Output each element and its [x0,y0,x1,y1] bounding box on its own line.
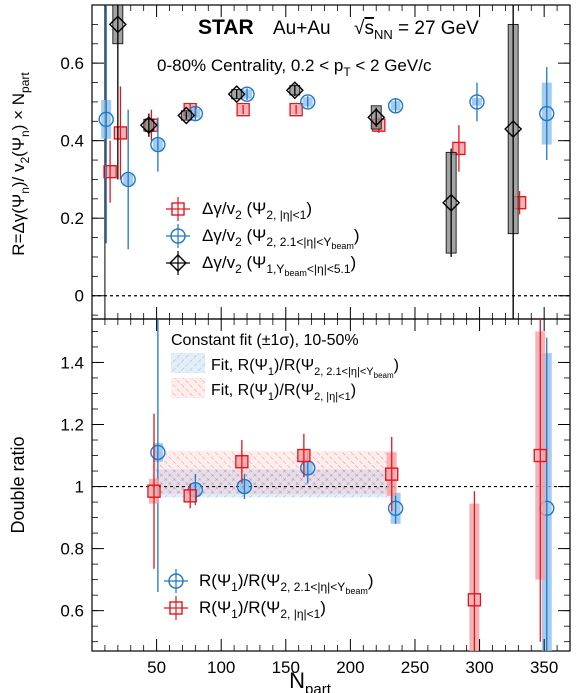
ytick-label-top-1: 0.2 [60,209,84,228]
data-point-top-0-0 [103,164,117,179]
ytick-label-bottom-0: 0.6 [60,602,84,621]
fit-title: Constant fit (±1σ), 10-50% [171,332,359,349]
data-point-top-1-1 [120,171,136,188]
legend-label-blue: Δγ/v2 (Ψ2, 2.1<|η|<Ybeam) [202,226,360,251]
data-point-bottom-0-4 [387,500,404,516]
energy-label: √sNN = 27 GeV [354,18,479,42]
ytick-label-top-0: 0 [75,287,84,306]
data-point-top-2-4 [285,81,304,100]
data-point-bottom-0-0 [150,444,166,461]
bottom-y-axis-title: Double ratio [8,436,28,533]
system-label: Au+Au [273,18,331,39]
data-point-top-1-2 [150,136,166,153]
xtick-label-2: 150 [272,658,300,677]
top-y-axis-title: R=Δγ(Ψn)/ v2(Ψn) × Npart [9,72,32,256]
data-point-top-2-3 [227,85,246,104]
data-point-top-0-7 [452,141,466,156]
xtick-label-5: 300 [465,658,493,677]
data-point-bottom-1-0 [147,484,161,498]
experiment-label: STAR [198,16,254,39]
ytick-label-bottom-1: 0.8 [60,540,84,559]
ytick-label-bottom-2: 1 [75,478,84,497]
data-point-top-2-0 [108,15,127,34]
data-point-top-1-6 [387,98,404,114]
bottom-legend: R(Ψ1)/R(Ψ2, 2.1<|η|<Ybeam) R(Ψ1)/R(Ψ2, |… [164,569,374,621]
leg-top-1-shape [171,202,185,216]
leg-bot-1-shape [168,573,184,589]
top-legend: Δγ/v2 (Ψ2, |η|<1) Δγ/v2 (Ψ2, 2.1<|η|<Ybe… [166,197,360,278]
fit-label-red: Fit, R(Ψ1)/R(Ψ2, |η|<1) [211,382,356,403]
leg-top-3-shape [169,254,187,272]
data-point-top-1-8 [539,105,555,122]
data-point-top-2-5 [367,108,386,127]
fit-swatch-red [171,378,205,398]
data-point-top-2-1 [139,116,158,135]
legend-marker-diamond-black [166,251,190,275]
data-point-top-0-5 [289,102,303,117]
legend-marker-square-red-bottom [164,596,188,620]
ytick-label-bottom-4: 1.4 [60,353,84,372]
fit-swatch-blue [171,353,205,373]
data-point-bottom-1-5 [467,593,482,607]
fit-legend: Constant fit (±1σ), 10-50% Fit, R(Ψ1)/R(… [171,332,399,403]
legend-label-red: Δγ/v2 (Ψ2, |η|<1) [202,199,312,222]
data-point-bottom-1-4 [385,467,399,481]
ytick-label-bottom-3: 1.2 [60,415,84,434]
bottom-panel-data [147,319,555,651]
data-point-bottom-1-6 [533,448,547,463]
ytick-label-top-3: 0.6 [60,54,84,73]
data-point-top-1-0 [98,111,114,128]
data-point-top-0-4 [236,102,250,117]
data-point-top-2-7 [504,120,523,139]
data-point-top-1-7 [469,94,485,110]
xtick-label-0: 50 [147,658,166,677]
bottom-panel-frame [91,318,571,652]
legend-label-ratio-red: R(Ψ1)/R(Ψ2, |η|<1) [199,598,326,621]
data-point-bottom-1-1 [183,489,197,503]
leg-bot-2-shape [169,601,183,615]
data-point-top-1-5 [300,94,316,110]
data-point-bottom-1-2 [235,455,249,469]
legend-label-ratio-blue: R(Ψ1)/R(Ψ2, 2.1<|η|<Ybeam) [199,571,374,596]
data-point-top-2-2 [177,106,196,125]
x-axis-title: Npart [289,668,332,693]
legend-label-black: Δγ/v2 (Ψ1,Ybeam<|η|<5.1) [202,253,356,278]
legend-marker-circle-blue-bottom [164,569,188,593]
data-point-top-2-6 [442,193,461,212]
legend-marker-square-red [166,197,190,221]
fit-label-blue: Fit, R(Ψ1)/R(Ψ2, 2.1<|η|<Ybeam) [211,357,399,380]
centrality-label: 0-80% Centrality, 0.2 < pT < 2 GeV/c [157,56,432,79]
data-point-bottom-1-3 [297,448,311,463]
leg-top-2-shape [170,228,186,244]
xtick-label-4: 250 [401,658,429,677]
xtick-label-1: 100 [207,658,235,677]
axes-ticks: 0 0.2 0.4 0.6 0.6 0.8 1 1.2 1.4 50 100 150 200 250 300… [60,5,571,677]
xtick-label-6: 350 [530,658,558,677]
ytick-label-top-2: 0.4 [60,132,84,151]
data-point-top-0-1 [113,126,128,140]
legend-marker-circle-blue [166,224,190,248]
top-panel-data [98,5,555,319]
data-point-bottom-0-2 [236,478,253,495]
xtick-label-3: 200 [336,658,364,677]
